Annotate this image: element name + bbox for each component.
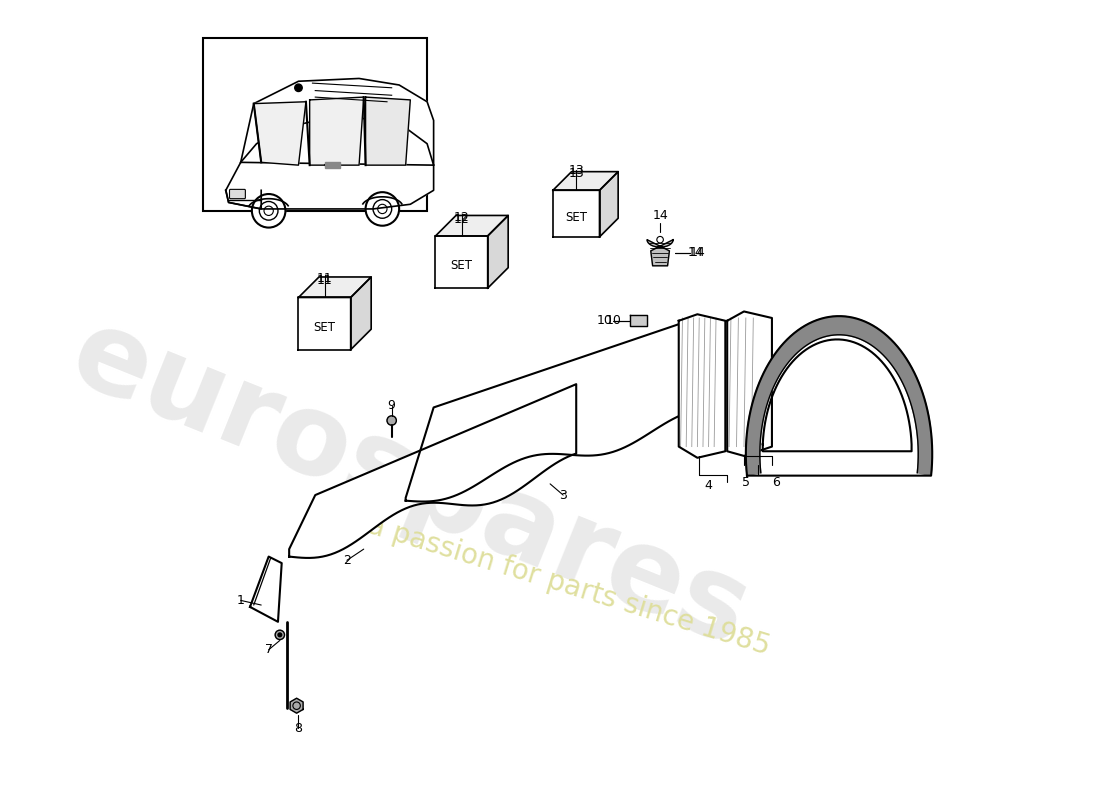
Polygon shape — [679, 314, 725, 458]
Polygon shape — [351, 277, 371, 350]
Circle shape — [295, 84, 302, 91]
Polygon shape — [487, 215, 508, 288]
Polygon shape — [746, 316, 932, 476]
Text: SET: SET — [314, 321, 336, 334]
Polygon shape — [254, 102, 306, 165]
Circle shape — [278, 633, 282, 637]
FancyBboxPatch shape — [230, 190, 245, 198]
Text: 11: 11 — [317, 272, 332, 286]
Polygon shape — [553, 172, 618, 190]
Polygon shape — [727, 311, 772, 456]
Polygon shape — [436, 236, 487, 288]
Text: 2: 2 — [343, 554, 351, 567]
Polygon shape — [762, 339, 912, 451]
Circle shape — [252, 194, 285, 227]
Text: 14: 14 — [652, 209, 668, 222]
Polygon shape — [365, 97, 410, 165]
Text: 9: 9 — [387, 399, 396, 412]
Polygon shape — [553, 190, 600, 237]
Polygon shape — [298, 277, 371, 298]
Text: a passion for parts since 1985: a passion for parts since 1985 — [364, 512, 773, 661]
Text: 14: 14 — [690, 246, 705, 259]
Text: 4: 4 — [705, 479, 713, 492]
Bar — [204, 38, 427, 211]
Text: SET: SET — [565, 211, 587, 224]
Polygon shape — [647, 240, 673, 266]
Text: 6: 6 — [772, 475, 780, 489]
Bar — [324, 162, 340, 168]
Text: 11: 11 — [317, 274, 332, 287]
Text: 13: 13 — [569, 164, 584, 178]
Text: 8: 8 — [295, 722, 302, 734]
Text: 3: 3 — [559, 489, 568, 502]
Text: 5: 5 — [741, 475, 750, 489]
Text: 1: 1 — [236, 594, 244, 607]
Text: 12: 12 — [453, 213, 470, 226]
Text: 7: 7 — [265, 643, 273, 656]
Text: 13: 13 — [569, 167, 584, 180]
Text: 14: 14 — [688, 246, 703, 259]
Polygon shape — [250, 557, 282, 622]
Polygon shape — [310, 97, 364, 165]
Polygon shape — [290, 698, 304, 713]
Circle shape — [387, 416, 396, 425]
Text: 10: 10 — [606, 314, 621, 327]
Circle shape — [365, 192, 399, 226]
Text: eurospares: eurospares — [56, 298, 766, 670]
Polygon shape — [241, 78, 433, 165]
Polygon shape — [406, 323, 681, 502]
Text: 10: 10 — [597, 314, 613, 327]
Text: SET: SET — [451, 259, 473, 272]
Polygon shape — [289, 384, 576, 558]
Text: 12: 12 — [453, 211, 470, 224]
Circle shape — [275, 630, 285, 639]
Polygon shape — [436, 215, 508, 236]
Polygon shape — [600, 172, 618, 237]
Polygon shape — [226, 165, 433, 209]
Polygon shape — [298, 298, 351, 350]
Polygon shape — [630, 315, 647, 326]
